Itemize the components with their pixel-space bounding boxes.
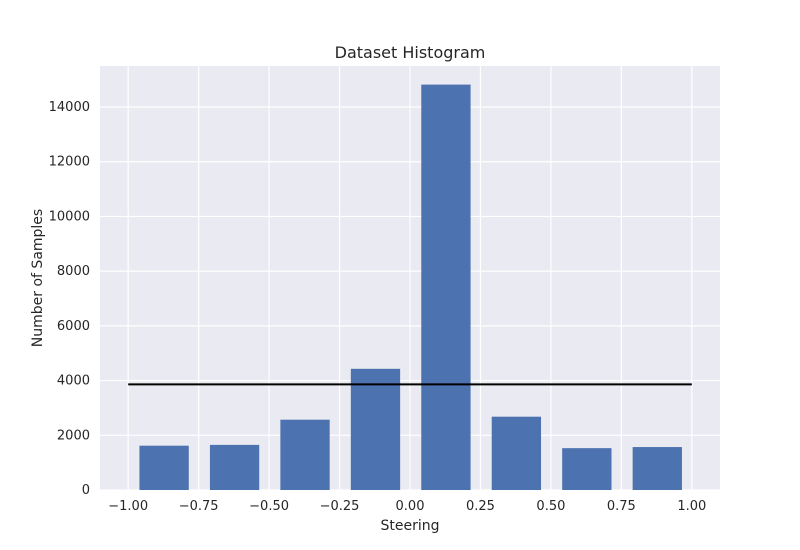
histogram-bar [632, 447, 682, 490]
bar-layer [139, 84, 682, 490]
y-tick-labels: 0 2000 4000 6000 8000 10000 12000 14000 [49, 100, 90, 498]
histogram-bar [562, 448, 612, 490]
y-tick-label: 4000 [57, 374, 90, 389]
y-tick-label: 10000 [49, 209, 90, 224]
histogram-bar [350, 368, 401, 490]
histogram-bar [139, 445, 189, 490]
histogram-bar [209, 444, 260, 490]
y-tick-label: 2000 [57, 428, 90, 443]
y-tick-label: 14000 [49, 100, 90, 115]
chart-title: Dataset Histogram [335, 43, 486, 62]
x-tick-label: 1.00 [677, 499, 706, 514]
x-tick-label: 0.50 [536, 499, 565, 514]
y-tick-label: 6000 [57, 319, 90, 334]
grid-layer [100, 66, 720, 491]
y-tick-label: 0 [82, 483, 90, 498]
x-tick-label: 0.25 [466, 499, 495, 514]
x-tick-label: −0.25 [320, 499, 360, 514]
x-tick-labels: −1.00 −0.75 −0.50 −0.25 0.00 0.25 0.50 0.75 1.00 [108, 499, 706, 514]
histogram-bar [491, 416, 542, 490]
histogram-bar [421, 84, 471, 490]
x-tick-label: −0.75 [179, 499, 219, 514]
y-axis-label: Number of Samples [30, 209, 46, 347]
x-tick-label: 0.00 [396, 499, 425, 514]
x-tick-label: −1.00 [108, 499, 148, 514]
x-axis-label: Steering [380, 518, 439, 534]
histogram-bar [280, 419, 330, 490]
y-tick-label: 8000 [57, 264, 90, 279]
x-tick-label: −0.50 [249, 499, 289, 514]
x-tick-label: 0.75 [607, 499, 636, 514]
y-tick-label: 12000 [49, 155, 90, 170]
